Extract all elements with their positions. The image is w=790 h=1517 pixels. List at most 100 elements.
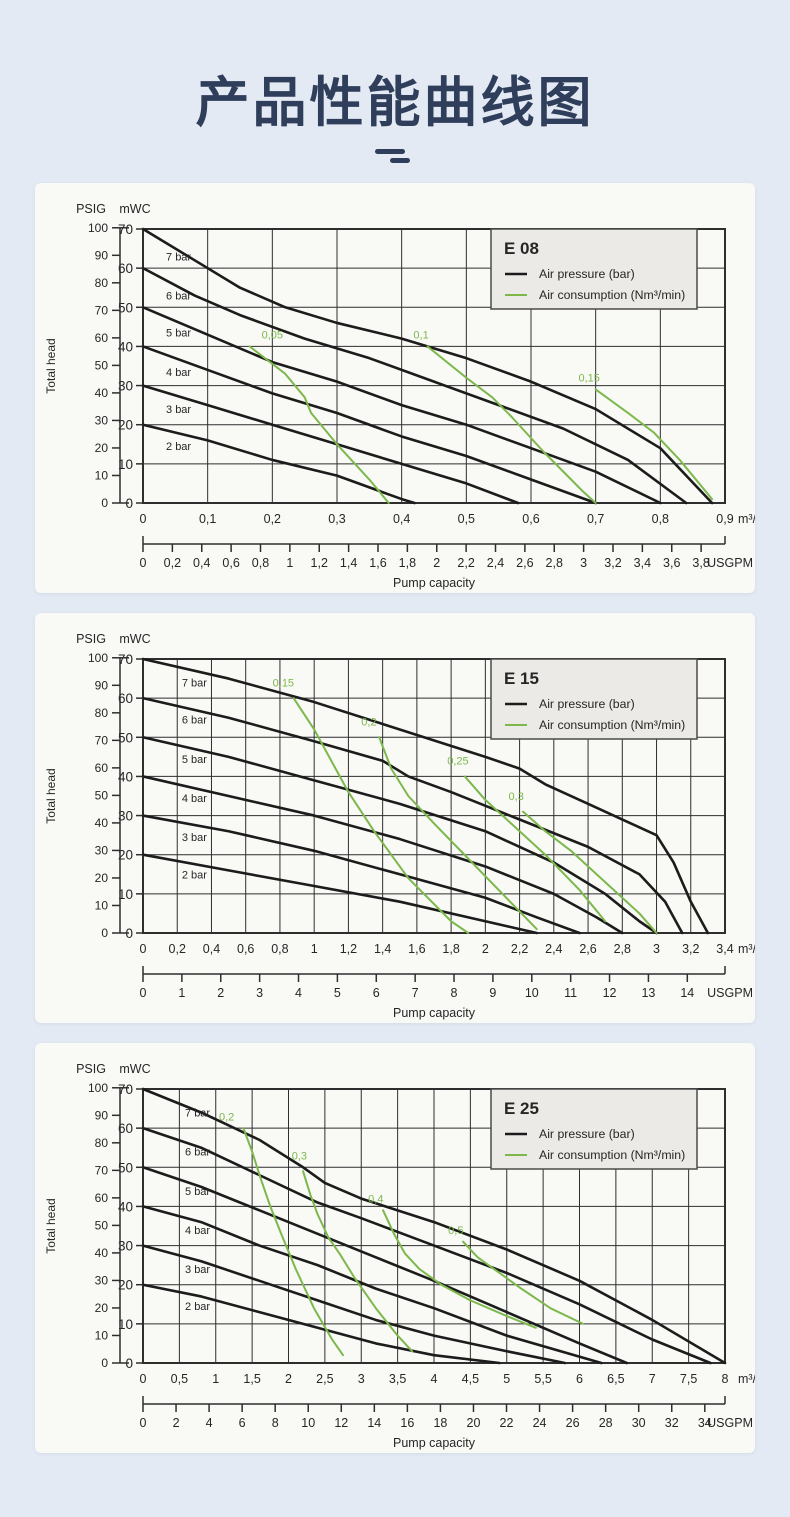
m3h-tick-label: 6 bbox=[576, 1372, 583, 1386]
m3h-axis: 0 0,5 1 1,5 2 2,5 3 3,5 4 4,5 5 5,5 6 6,5 7 7,5 8 m³/h bbox=[140, 1372, 755, 1386]
usgpm-unit-label: USGPM bbox=[707, 556, 753, 570]
usgpm-tick-label: 12 bbox=[334, 1416, 348, 1430]
usgpm-tick-label: 1,2 bbox=[311, 556, 328, 570]
m3h-tick-label: 4 bbox=[431, 1372, 438, 1386]
psig-tick-label: 60 bbox=[95, 1191, 109, 1205]
pressure-curve-4-bar bbox=[141, 345, 597, 505]
usgpm-unit-label: USGPM bbox=[707, 986, 753, 1000]
psig-tick-label: 30 bbox=[95, 843, 109, 857]
psig-tick-label: 100 bbox=[88, 221, 108, 235]
mwc-tick-label: 40 bbox=[118, 769, 133, 784]
consumption-curve-label: 0,15 bbox=[273, 677, 294, 689]
pressure-curve-6-bar bbox=[141, 696, 684, 935]
m3h-axis: 0 0,1 0,2 0,3 0,4 0,5 0,6 0,7 0,8 0,9 m³/h bbox=[140, 512, 755, 526]
legend-item-label: Air consumption (Nm³/min) bbox=[539, 718, 685, 732]
usgpm-tick-label: 2 bbox=[217, 986, 224, 1000]
chart-card-e08: 7 bar 6 bar 5 bar 4 bar 3 bar 2 bar 0,05 0,1 0,1… bbox=[35, 183, 755, 593]
performance-chart-e08: 7 bar 6 bar 5 bar 4 bar 3 bar 2 bar 0,05 0,1 0,1… bbox=[44, 202, 755, 590]
usgpm-tick-label: 1,8 bbox=[399, 556, 416, 570]
usgpm-tick-label: 6 bbox=[239, 1416, 246, 1430]
psig-tick-label: 10 bbox=[95, 898, 109, 912]
usgpm-tick-label: 3,2 bbox=[604, 556, 621, 570]
usgpm-tick-label: 3,4 bbox=[634, 556, 651, 570]
psig-unit-label: PSIG bbox=[76, 202, 106, 216]
consumption-curve-0,15 bbox=[292, 697, 470, 934]
mwc-tick-label: 50 bbox=[118, 300, 133, 315]
pressure-curve-5-bar bbox=[141, 305, 662, 505]
consumption-curve-0,05 bbox=[248, 345, 390, 504]
usgpm-tick-label: 0 bbox=[140, 556, 147, 570]
usgpm-axis: 0 0,2 0,4 0,6 0,8 1 1,2 1,4 1,6 1,8 2 2,2 2,4 2,6 2,8 3… bbox=[140, 536, 753, 570]
usgpm-tick-label: 30 bbox=[632, 1416, 646, 1430]
performance-chart-e15: 7 bar 6 bar 5 bar 4 bar 3 bar 2 bar 0,15 0,2 0,2… bbox=[44, 632, 755, 1020]
consumption-curve-label: 0,3 bbox=[509, 791, 524, 803]
m3h-tick-label: 1,2 bbox=[340, 942, 357, 956]
usgpm-tick-label: 1 bbox=[178, 986, 185, 1000]
pressure-curve-4-bar bbox=[141, 775, 624, 935]
mwc-tick-label: 30 bbox=[118, 1239, 133, 1254]
usgpm-tick-label: 2,8 bbox=[546, 556, 563, 570]
consumption-curve-label: 0,3 bbox=[292, 1150, 307, 1162]
usgpm-tick-label: 8 bbox=[451, 986, 458, 1000]
m3h-tick-label: 3 bbox=[358, 1372, 365, 1386]
legend-item-label: Air consumption (Nm³/min) bbox=[539, 288, 685, 302]
psig-tick-label: 40 bbox=[95, 1246, 109, 1260]
pressure-curve-label: 7 bar bbox=[182, 677, 207, 689]
mwc-tick-label: 70 bbox=[118, 222, 133, 237]
m3h-tick-label: 0,6 bbox=[237, 942, 254, 956]
psig-axis: 0 10 20 30 40 50 60 70 80 90 100 PSIG bbox=[76, 632, 129, 940]
usgpm-tick-label: 16 bbox=[400, 1416, 414, 1430]
m3h-tick-label: 0,4 bbox=[393, 512, 410, 526]
mwc-unit-label: mWC bbox=[119, 632, 150, 646]
pressure-curve-5-bar bbox=[141, 735, 658, 935]
m3h-tick-label: 0 bbox=[140, 512, 147, 526]
pressure-curve-3-bar bbox=[141, 384, 520, 505]
consumption-curve-0,2 bbox=[242, 1127, 345, 1357]
m3h-tick-label: 2,6 bbox=[579, 942, 596, 956]
mwc-tick-label: 10 bbox=[118, 1317, 133, 1332]
m3h-tick-label: 2 bbox=[285, 1372, 292, 1386]
psig-tick-label: 50 bbox=[95, 788, 109, 802]
pressure-curve-label: 3 bar bbox=[182, 832, 207, 844]
usgpm-tick-label: 34 bbox=[698, 1416, 712, 1430]
m3h-tick-label: 1,5 bbox=[243, 1372, 260, 1386]
m3h-tick-label: 3,2 bbox=[682, 942, 699, 956]
mwc-tick-label: 60 bbox=[118, 1121, 133, 1136]
title-divider-icon bbox=[0, 149, 790, 163]
m3h-unit-label: m³/h bbox=[738, 1372, 755, 1386]
usgpm-tick-label: 13 bbox=[641, 986, 655, 1000]
m3h-tick-label: 2 bbox=[482, 942, 489, 956]
usgpm-tick-label: 9 bbox=[489, 986, 496, 1000]
mwc-unit-label: mWC bbox=[119, 202, 150, 216]
m3h-tick-label: 2,4 bbox=[545, 942, 562, 956]
consumption-curve-label: 0,5 bbox=[448, 1225, 463, 1237]
psig-tick-label: 0 bbox=[101, 496, 108, 510]
m3h-tick-label: 8 bbox=[722, 1372, 729, 1386]
psig-tick-label: 100 bbox=[88, 651, 108, 665]
chart-card-e15: 7 bar 6 bar 5 bar 4 bar 3 bar 2 bar 0,15 0,2 0,2… bbox=[35, 613, 755, 1023]
y-axis-title: Total head bbox=[44, 1198, 58, 1253]
m3h-tick-label: 0,6 bbox=[522, 512, 539, 526]
psig-tick-label: 80 bbox=[95, 276, 109, 290]
mwc-tick-label: 20 bbox=[118, 1278, 133, 1293]
x-axis-title: Pump capacity bbox=[393, 1436, 476, 1450]
mwc-tick-label: 40 bbox=[118, 1199, 133, 1214]
usgpm-tick-label: 32 bbox=[665, 1416, 679, 1430]
psig-tick-label: 0 bbox=[101, 1356, 108, 1370]
psig-tick-label: 30 bbox=[95, 1273, 109, 1287]
psig-unit-label: PSIG bbox=[76, 1062, 106, 1076]
pressure-curve-label: 5 bar bbox=[166, 328, 191, 340]
pressure-curve-label: 3 bar bbox=[166, 404, 191, 416]
consumption-curve-0,5 bbox=[462, 1240, 585, 1325]
psig-axis: 0 10 20 30 40 50 60 70 80 90 100 PSIG bbox=[76, 1062, 129, 1370]
m3h-tick-label: 0 bbox=[140, 942, 147, 956]
pressure-curve-3-bar bbox=[141, 1244, 567, 1365]
psig-tick-label: 50 bbox=[95, 1218, 109, 1232]
usgpm-tick-label: 6 bbox=[373, 986, 380, 1000]
consumption-curve-0,15 bbox=[594, 388, 714, 501]
plot-border bbox=[142, 658, 726, 934]
mwc-tick-label: 20 bbox=[118, 418, 133, 433]
psig-tick-label: 20 bbox=[95, 1301, 109, 1315]
usgpm-tick-label: 5 bbox=[334, 986, 341, 1000]
